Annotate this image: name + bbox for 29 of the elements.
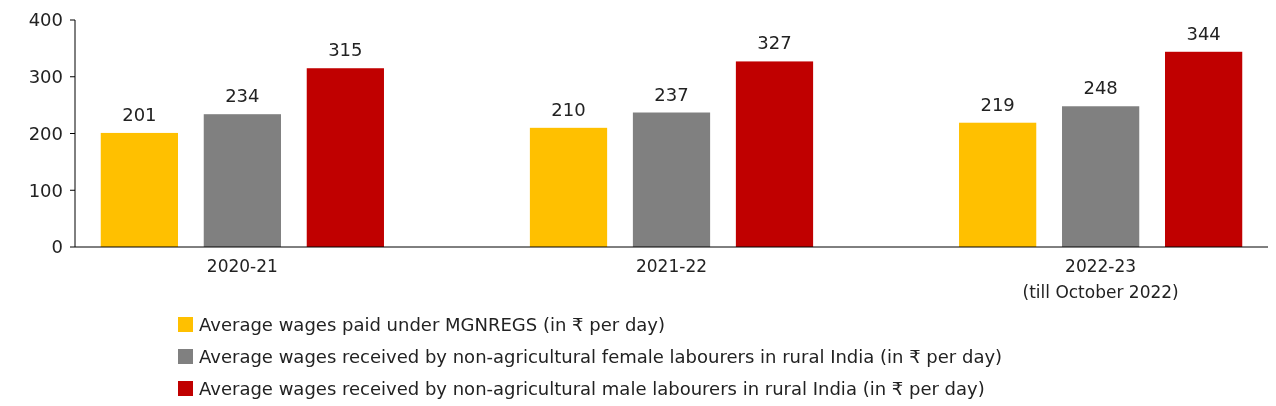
- data-label: 344: [1186, 22, 1221, 44]
- bar: [959, 122, 1037, 247]
- bar: [1062, 106, 1140, 247]
- y-tick-label: 100: [28, 179, 63, 201]
- legend-label: Average wages paid under MGNREGS (in ₹ per day): [199, 314, 666, 336]
- data-label: 327: [757, 32, 792, 54]
- legend-label: Average wages received by non-agricultural male labourers in rural India (in ₹ per day): [199, 378, 985, 400]
- bar: [100, 132, 178, 247]
- data-label: 248: [1083, 77, 1118, 99]
- data-label: 234: [225, 85, 260, 107]
- data-label: 237: [654, 83, 689, 105]
- bar: [529, 127, 608, 247]
- data-label: 210: [551, 98, 586, 120]
- x-tick-label: 2021-22: [635, 256, 708, 276]
- bar: [735, 61, 814, 247]
- x-tick-label: 2022-23 (till October 2022): [1022, 256, 1179, 302]
- bar: [1165, 51, 1243, 247]
- bar: [306, 68, 384, 247]
- legend-label: Average wages received by non-agricultural female labourers in rural India (in ₹ per day): [199, 346, 1003, 368]
- data-label: 219: [980, 93, 1015, 115]
- x-tick-label: 2020-21: [206, 256, 278, 276]
- y-tick-label: 400: [28, 9, 63, 31]
- y-tick-label: 0: [51, 236, 63, 258]
- y-tick-label: 200: [28, 122, 63, 144]
- data-label: 201: [122, 103, 157, 125]
- bar: [203, 114, 281, 247]
- data-label: 315: [328, 39, 363, 61]
- y-tick-label: 300: [28, 66, 63, 88]
- bar: [632, 112, 711, 247]
